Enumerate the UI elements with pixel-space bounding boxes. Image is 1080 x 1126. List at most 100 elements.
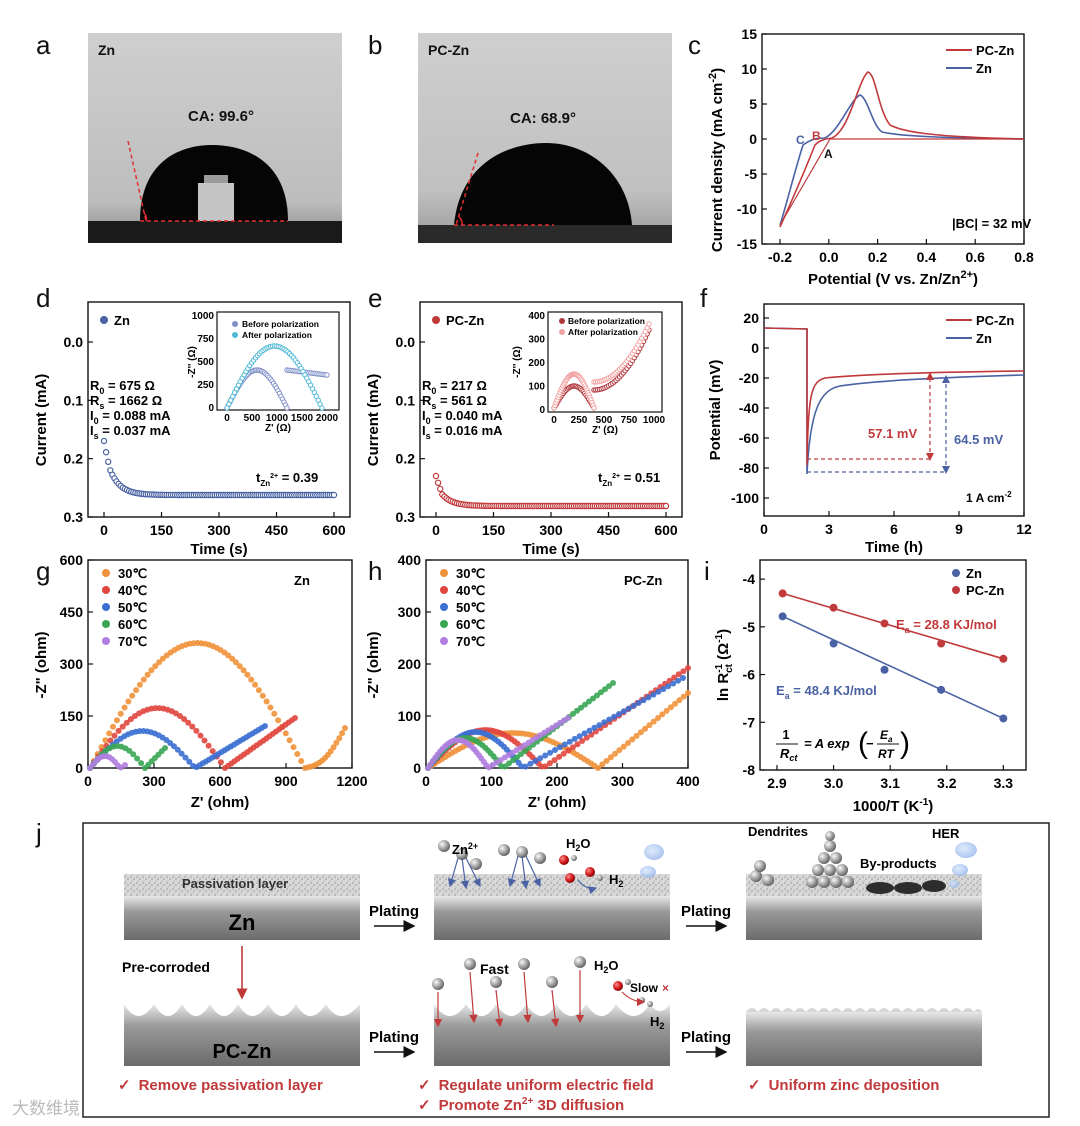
data-point [547,749,554,756]
inset-point-after [319,405,325,411]
data-point [134,755,141,762]
data-point [115,727,122,734]
arrhenius-equation: 1 Rct = A exp ( − Ea RT ) [776,727,910,763]
data-point [282,730,289,737]
data-point [937,639,946,648]
data-point [262,723,268,729]
x-tick-label: 300 [142,773,166,789]
data-point [330,744,337,751]
data-point [616,747,623,754]
legend-label: 30℃ [456,566,485,581]
inset-x-tick: 1000 [266,413,289,424]
arrow-blue-down [942,466,950,474]
plot-frame [759,559,1027,771]
data-point [136,681,143,688]
zn-electrode-block [124,874,360,940]
series-line-return [779,138,1024,226]
legend-label-pczn: PC-Zn [966,583,1004,598]
inset-legend-marker-before [232,321,238,327]
inset-point-before [284,405,290,411]
legend-label-zn: Zn [976,331,992,346]
data-point [552,747,558,753]
legend-marker [100,316,108,324]
legend-marker [102,637,110,645]
data-point [290,744,297,751]
data-point [102,448,110,456]
y-tick-label: 0.2 [396,451,416,467]
data-point [148,667,155,674]
legend-label-pczn: PC-Zn [976,43,1014,58]
x-tick-label: 0.0 [819,249,839,265]
data-point [104,458,112,465]
data-point [880,619,889,628]
inset-y-tick: 250 [197,380,214,391]
y-tick-label: 0.3 [64,509,84,525]
fit-line [782,592,1004,660]
arrow-red-down [926,453,934,461]
data-point [201,737,208,744]
data-point [178,750,185,757]
data-point [537,755,544,762]
y-tick-label: 0 [749,131,757,147]
chart-d-zn-polarization: Current (mA) 0.30.20.10.0 0 150 300 450 600 … [33,301,351,558]
data-point [999,714,1008,723]
panel-label-f: f [700,283,708,313]
data-point [660,686,667,693]
legend-marker [102,620,110,628]
inset-y-tick: 200 [528,358,545,369]
data-point [675,677,682,684]
data-point [162,745,168,751]
bullet-remove-passivation: ✓ Remove passivation layer [118,1077,323,1094]
inset-point-before [324,372,330,378]
data-point [522,763,529,770]
svg-text:1: 1 [782,727,789,742]
data-point [571,735,578,742]
panel-label-j: j [36,818,42,848]
data-point [133,687,140,694]
series-line-pczn [763,327,1025,466]
data-point [561,741,568,748]
x-tick-label: 3 [825,521,833,537]
inset-legend-marker-after [232,332,238,338]
h2o-label-2: H2O [594,958,619,975]
inset-x-label: Z' (Ω) [592,425,618,436]
x-tick-label: 12 [1016,521,1032,537]
x-tick-label: 400 [676,773,700,789]
data-point [240,667,247,674]
y-tick-label: -10 [737,201,757,217]
inset-y-tick: 750 [197,334,214,345]
data-point [625,740,631,746]
y-tick-label: -8 [743,762,756,778]
svg-text:(: ( [858,727,868,760]
dendrites-label: Dendrites [748,824,808,839]
y-tick-label: 0.3 [396,509,416,525]
y-tick-label: 400 [398,555,422,568]
panel-label-d: d [36,283,51,313]
legend-label: 50℃ [118,600,147,615]
data-point [130,751,137,758]
svg-text:): ) [900,727,910,760]
svg-text:RT: RT [878,747,895,761]
legend-marker [432,316,440,324]
inset-y-tick: 500 [197,357,214,368]
data-point [244,671,251,678]
transference-number: tZn2+ = 0.39 [256,470,318,488]
data-point [259,692,266,699]
series-current-decay [100,437,338,499]
inset-point-after [646,321,652,327]
chart-c-cv: Current density (mA cm-2) 15 10 5 0 -5 -10 -15… [707,26,1034,288]
param-line: Rs = 561 Ω [422,393,487,411]
data-point [611,713,618,720]
x-tick-label: 3.1 [880,775,900,791]
legend-marker-pczn [952,586,960,594]
legend-marker-zn [952,569,960,577]
data-point [129,692,136,699]
x-tick-label: 9 [955,521,963,537]
param-line: Is = 0.037 mA [90,423,171,441]
legend-label: 70℃ [118,634,147,649]
bullet-3d-diffusion: ✓ Promote Zn2+ 3D diffusion [418,1096,624,1114]
axis-y-label: Current (mA) [365,374,382,467]
uniform-deposition-block [746,1008,982,1066]
data-point [121,704,128,711]
legend-marker [440,586,448,594]
